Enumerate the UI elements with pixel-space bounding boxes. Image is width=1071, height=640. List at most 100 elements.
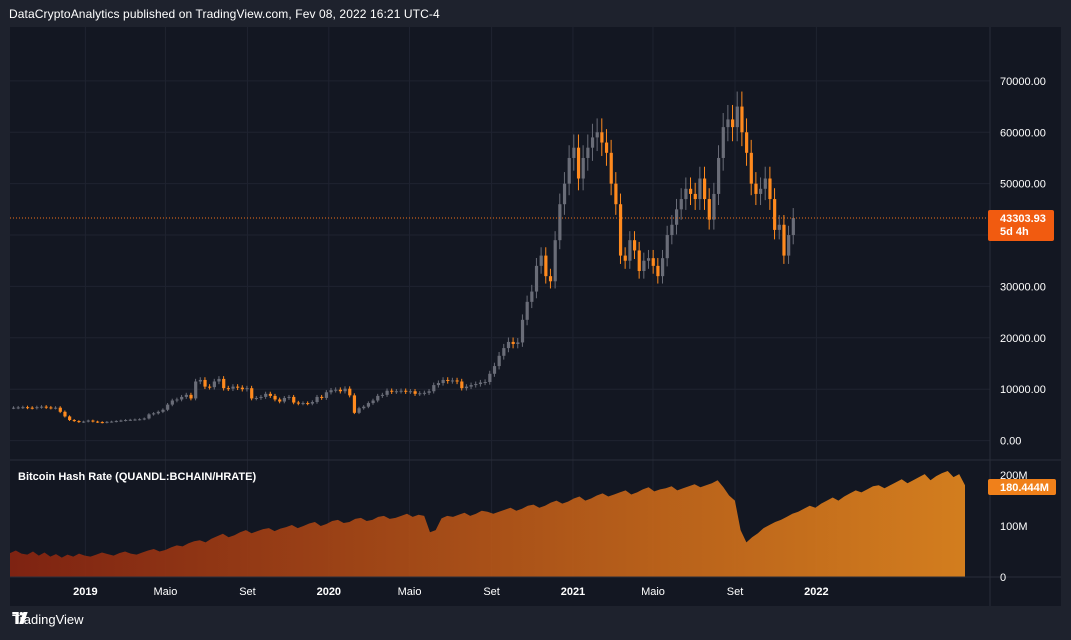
candle-body	[301, 403, 305, 405]
grid	[10, 27, 990, 577]
chart-frame[interactable]: 70000.0060000.0050000.0040000.0030000.00…	[10, 27, 1061, 606]
candle-body	[68, 416, 72, 421]
candle-body	[86, 420, 90, 422]
footer-brand[interactable]: TradingView	[12, 612, 84, 627]
time-tick-label: Set	[483, 586, 500, 598]
candle-body	[175, 399, 179, 401]
candle-body	[651, 258, 655, 266]
candle-body	[35, 407, 39, 409]
candle-body	[623, 255, 627, 261]
candle-body	[320, 396, 324, 398]
candle-body	[91, 420, 95, 422]
price-axis[interactable]: 70000.0060000.0050000.0040000.0030000.00…	[1000, 76, 1046, 448]
hash-rate-area	[10, 471, 965, 577]
candle-body	[40, 406, 44, 408]
candle-body	[268, 393, 272, 396]
candle-body	[787, 235, 791, 256]
hash-value-badge-box	[988, 479, 1056, 495]
candle-body	[189, 394, 193, 399]
candle-body	[628, 240, 632, 261]
candle-body	[380, 394, 385, 396]
candle-body	[26, 407, 30, 409]
candle-body	[483, 382, 487, 384]
candle-body	[670, 224, 674, 236]
candle-body	[390, 390, 394, 392]
candle-body	[511, 341, 515, 344]
last-price-badge-box	[988, 210, 1054, 242]
candle-body	[450, 380, 455, 382]
candle-body	[128, 419, 132, 421]
price-tick-label: 60000.00	[1000, 127, 1046, 139]
candle-body	[474, 384, 478, 386]
candle-body	[306, 403, 310, 405]
candle-body	[282, 397, 287, 402]
candle-body	[614, 183, 618, 205]
candle-body	[576, 147, 581, 179]
candle-body	[735, 106, 739, 128]
candle-body	[679, 199, 683, 210]
candle-body	[413, 391, 417, 394]
candle-body	[334, 389, 338, 391]
candle-body	[105, 421, 109, 423]
candle-body	[544, 255, 548, 277]
candle-body	[184, 394, 188, 397]
candle-body	[418, 393, 422, 395]
candle-body	[352, 395, 357, 413]
candle-body	[464, 386, 469, 389]
candle-body	[138, 419, 142, 421]
candle-body	[156, 411, 160, 414]
time-tick-label: 2022	[804, 586, 828, 598]
candle-body	[553, 240, 557, 282]
candle-body	[642, 260, 646, 272]
candle-body	[516, 342, 520, 344]
last-price-value: 43303.93	[1000, 213, 1046, 225]
candle-body	[768, 178, 772, 200]
candle-body	[408, 391, 413, 393]
candle-body	[721, 127, 725, 158]
candle-body	[581, 157, 585, 179]
hash-current-value: 180.444M	[1000, 482, 1049, 494]
candle-body	[745, 132, 749, 153]
candle-body	[791, 218, 795, 236]
candle-body	[600, 132, 604, 143]
time-tick-label: 2019	[73, 586, 97, 598]
candle-body	[296, 402, 301, 404]
candle-body	[278, 399, 282, 402]
last-price-badge: 43303.93 5d 4h	[988, 210, 1054, 242]
candle-body	[689, 188, 693, 194]
candle-body	[180, 396, 184, 400]
candle-body	[488, 373, 492, 383]
candle-body	[152, 413, 156, 415]
time-tick-label: 2020	[317, 586, 341, 598]
time-tick-label: Maio	[153, 586, 177, 598]
chart-canvas[interactable]: 70000.0060000.0050000.0040000.0030000.00…	[10, 27, 1061, 606]
indicator-title[interactable]: Bitcoin Hash Rate (QUANDL:BCHAIN/HRATE)	[18, 471, 256, 483]
candle-body	[77, 421, 81, 423]
candle-body	[548, 276, 553, 282]
candle-body	[604, 142, 609, 153]
time-tick-label: 2021	[561, 586, 585, 598]
candle-body	[259, 396, 263, 398]
candle-body	[54, 407, 58, 409]
candle-body	[660, 258, 665, 277]
candle-body	[212, 381, 216, 388]
time-axis[interactable]: 2019 Maio Set 2020 Maio Set 2021 Maio Set 2022	[73, 586, 829, 598]
candle-body	[665, 235, 669, 259]
candle-body	[637, 250, 641, 272]
candle-body	[315, 396, 319, 403]
candle-body	[240, 387, 244, 390]
candle-body	[147, 414, 151, 419]
candle-body	[133, 419, 137, 421]
candle-body	[366, 403, 371, 407]
candle-body	[534, 265, 539, 292]
candle-body	[16, 407, 20, 409]
candle-body	[567, 157, 571, 184]
candle-body	[96, 421, 100, 423]
candle-body	[632, 240, 637, 251]
price-tick-label: 30000.00	[1000, 281, 1046, 293]
candle-body	[502, 348, 506, 356]
candle-body	[609, 152, 613, 184]
candle-body	[376, 395, 380, 401]
candle-body	[166, 404, 170, 410]
candle-body	[460, 381, 464, 389]
